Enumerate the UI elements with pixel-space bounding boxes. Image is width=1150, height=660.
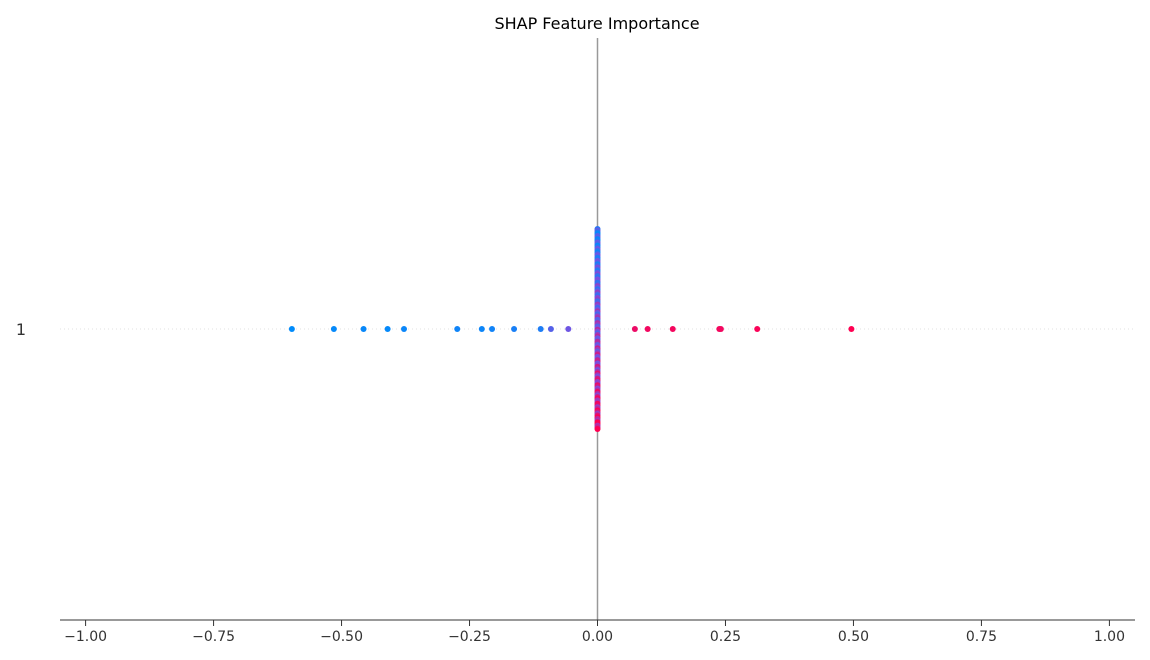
shap-point — [511, 326, 518, 332]
shap-point — [384, 326, 391, 332]
shap-point — [717, 326, 724, 332]
shap-point — [489, 326, 496, 332]
shap-point — [547, 326, 554, 332]
x-tick-label: −0.50 — [320, 629, 363, 645]
x-tick-label: 1.00 — [1094, 629, 1125, 645]
x-tick-label: −0.75 — [192, 629, 235, 645]
shap-point — [594, 426, 601, 432]
feature-label: 1 — [16, 320, 26, 339]
shap-point — [644, 326, 651, 332]
shap-point — [288, 326, 295, 332]
shap-point — [478, 326, 485, 332]
shap-point — [537, 326, 544, 332]
x-tick-label: 0.00 — [582, 629, 613, 645]
shap-point — [669, 326, 676, 332]
shap-point — [848, 326, 855, 332]
x-tick-label: 0.75 — [966, 629, 997, 645]
x-tick-label: 0.25 — [710, 629, 741, 645]
x-tick-label: −1.00 — [64, 629, 107, 645]
shap-point — [565, 326, 572, 332]
x-tick-label: 0.50 — [838, 629, 869, 645]
shap-point — [360, 326, 367, 332]
data-points — [288, 226, 855, 432]
shap-point — [454, 326, 461, 332]
chart-title: SHAP Feature Importance — [494, 14, 699, 33]
shap-point — [754, 326, 761, 332]
x-tick-label: −0.25 — [448, 629, 491, 645]
shap-point — [631, 326, 638, 332]
shap-point — [330, 326, 337, 332]
shap-point — [401, 326, 407, 332]
y-tick-labels: 1 — [16, 320, 26, 339]
x-axis: −1.00 −0.75 −0.50 −0.25 0.00 0.25 0.50 0.75 1.00 — [60, 619, 1135, 645]
